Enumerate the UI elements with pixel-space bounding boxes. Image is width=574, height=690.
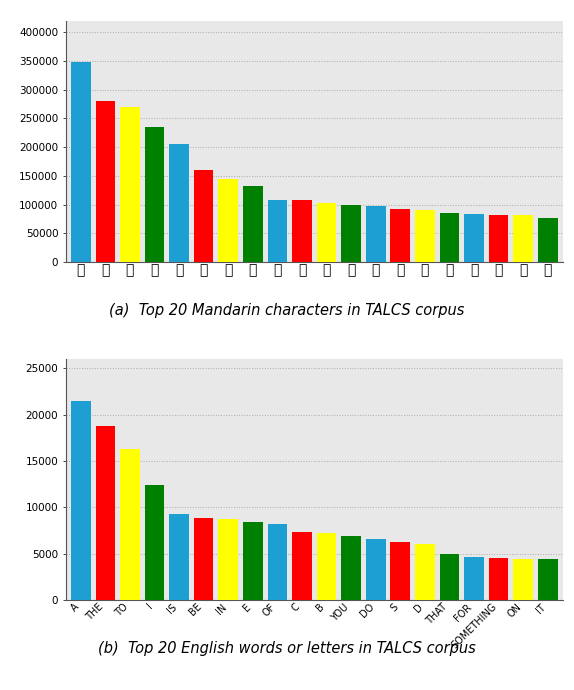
Bar (169, 514, 189, 600)
Bar (218, 519, 238, 600)
Bar (390, 208, 410, 262)
Bar (390, 542, 410, 600)
Bar (489, 215, 509, 262)
Bar (538, 218, 557, 262)
Bar (292, 531, 312, 600)
Bar (95, 101, 115, 262)
Bar (71, 401, 91, 600)
Bar (415, 210, 435, 262)
Bar (317, 203, 336, 262)
Bar (317, 533, 336, 600)
Bar (440, 213, 459, 262)
Bar (464, 557, 484, 600)
Bar (513, 558, 533, 600)
Bar (538, 558, 557, 600)
Bar (145, 485, 164, 600)
Bar (95, 426, 115, 600)
Bar (440, 554, 459, 600)
Bar (194, 170, 214, 262)
Bar (243, 522, 263, 600)
Bar (120, 107, 139, 262)
Bar (169, 144, 189, 262)
Bar (71, 62, 91, 262)
Bar (292, 200, 312, 262)
Text: (a)  Top 20 Mandarin characters in TALCS corpus: (a) Top 20 Mandarin characters in TALCS … (109, 303, 465, 318)
Bar (342, 536, 361, 600)
Bar (342, 205, 361, 262)
Bar (120, 449, 139, 600)
Bar (267, 524, 287, 600)
Bar (218, 179, 238, 262)
Bar (366, 539, 386, 600)
Text: (b)  Top 20 English words or letters in TALCS corpus: (b) Top 20 English words or letters in T… (98, 641, 476, 656)
Bar (464, 214, 484, 262)
Bar (243, 186, 263, 262)
Bar (513, 215, 533, 262)
Bar (267, 199, 287, 262)
Bar (194, 518, 214, 600)
Bar (366, 206, 386, 262)
Bar (145, 127, 164, 262)
Bar (489, 558, 509, 600)
Bar (415, 544, 435, 600)
